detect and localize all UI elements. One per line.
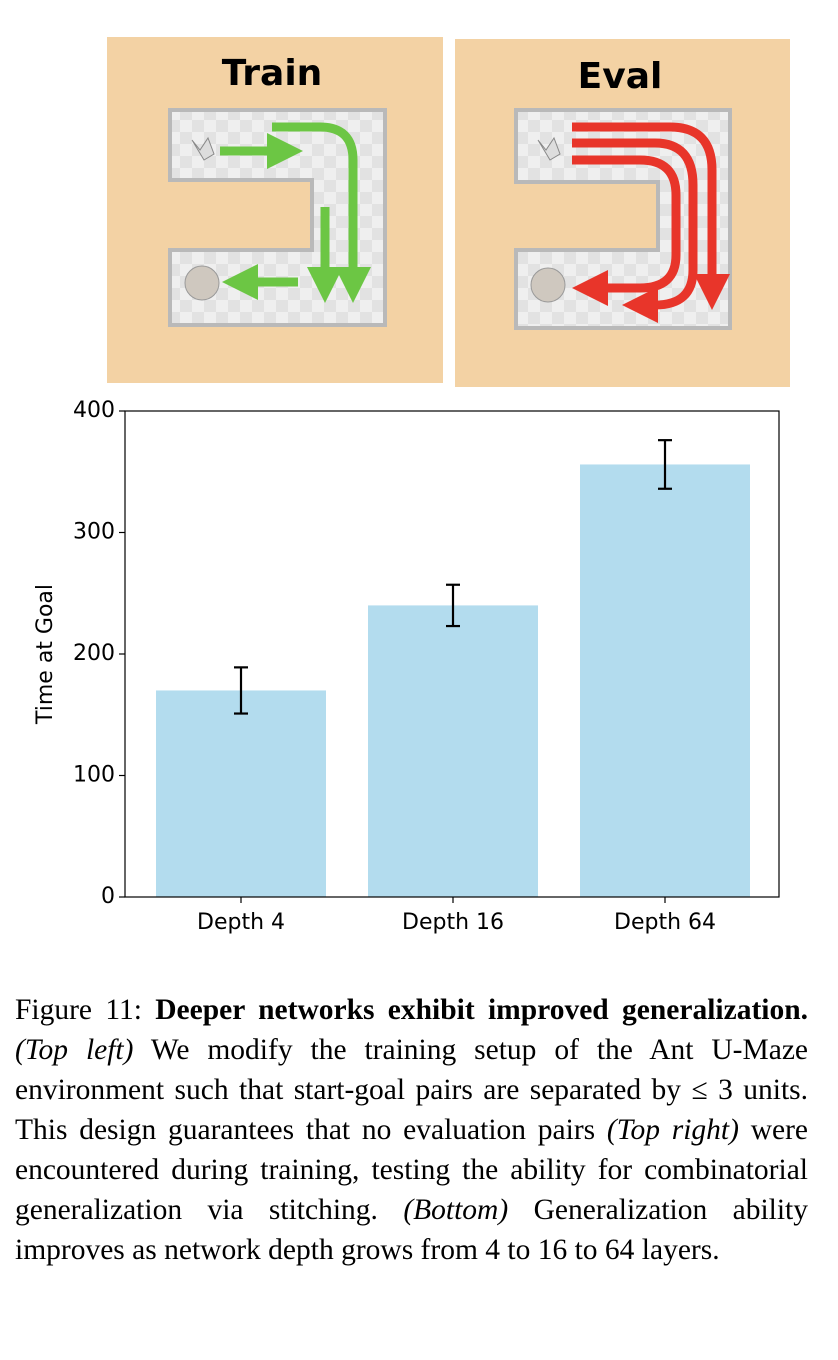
eval-arrows	[572, 122, 730, 323]
caption: Figure 11: Deeper networks exhibit impro…	[15, 990, 808, 1270]
caption-text: Deeper networks exhibit improved general…	[155, 994, 808, 1026]
y-tick-label: 300	[73, 520, 115, 545]
bar	[156, 690, 326, 897]
bar	[580, 464, 750, 897]
caption-text: We modify the training setup of the Ant …	[15, 1034, 809, 1146]
y-tick-label: 100	[73, 763, 115, 788]
y-axis-label: Time at Goal	[33, 584, 58, 725]
ant-icon	[191, 136, 215, 161]
y-tick-label: 200	[73, 641, 115, 666]
goal-ball	[530, 267, 566, 303]
error-bar	[234, 666, 248, 715]
figure: Train Eval Depth 4 Depth 16 Depth 64 0 100 20…	[33, 37, 790, 935]
y-tick-label: 0	[101, 884, 115, 909]
caption-text: were encountered during training, testin…	[15, 1114, 809, 1226]
caption-text: (Bottom)	[403, 1194, 509, 1226]
caption-text: (Top left)	[15, 1034, 134, 1066]
panel-title: Eval	[578, 56, 663, 97]
bar-chart: Depth 4 Depth 16 Depth 64 0 100 200 300 400	[73, 398, 780, 935]
caption-text: (Top right)	[606, 1114, 739, 1146]
ant-icon	[537, 136, 561, 161]
goal-ball	[184, 265, 220, 301]
x-tick-label: Depth 64	[614, 910, 716, 935]
caption-text: Generalization ability improves as netwo…	[15, 1194, 808, 1266]
bar	[368, 605, 538, 897]
caption-text: Figure 11:	[15, 994, 142, 1026]
error-bar	[658, 439, 672, 490]
error-bar	[446, 583, 460, 628]
plot-frame	[124, 410, 780, 898]
train-arrows	[220, 122, 371, 303]
panel-title: Train	[222, 53, 323, 94]
x-tick-label: Depth 16	[402, 910, 504, 935]
y-tick-label: 400	[73, 398, 115, 423]
x-tick-label: Depth 4	[197, 910, 285, 935]
